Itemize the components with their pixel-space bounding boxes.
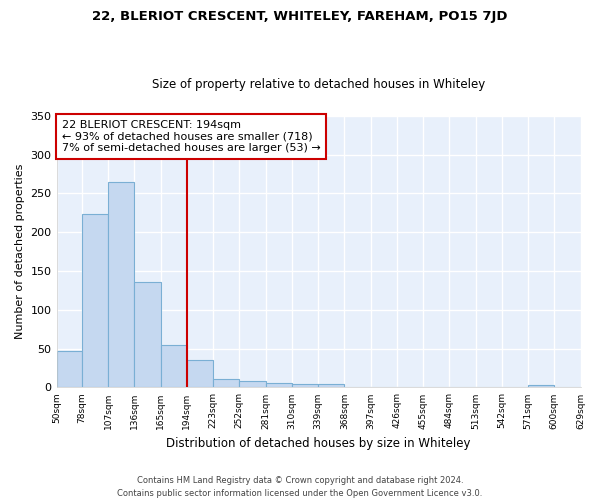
Bar <box>239 381 266 388</box>
Bar <box>318 384 344 388</box>
X-axis label: Distribution of detached houses by size in Whiteley: Distribution of detached houses by size … <box>166 437 471 450</box>
Bar <box>108 182 134 388</box>
Bar <box>82 214 108 388</box>
Bar <box>213 379 239 388</box>
Text: Contains HM Land Registry data © Crown copyright and database right 2024.
Contai: Contains HM Land Registry data © Crown c… <box>118 476 482 498</box>
Bar <box>56 351 82 388</box>
Bar <box>266 383 292 388</box>
Title: Size of property relative to detached houses in Whiteley: Size of property relative to detached ho… <box>152 78 485 91</box>
Y-axis label: Number of detached properties: Number of detached properties <box>15 164 25 340</box>
Bar <box>187 360 213 388</box>
Bar <box>528 385 554 388</box>
Bar <box>161 344 187 388</box>
Text: 22 BLERIOT CRESCENT: 194sqm
← 93% of detached houses are smaller (718)
7% of sem: 22 BLERIOT CRESCENT: 194sqm ← 93% of det… <box>62 120 320 153</box>
Bar <box>292 384 318 388</box>
Bar <box>134 282 161 388</box>
Text: 22, BLERIOT CRESCENT, WHITELEY, FAREHAM, PO15 7JD: 22, BLERIOT CRESCENT, WHITELEY, FAREHAM,… <box>92 10 508 23</box>
